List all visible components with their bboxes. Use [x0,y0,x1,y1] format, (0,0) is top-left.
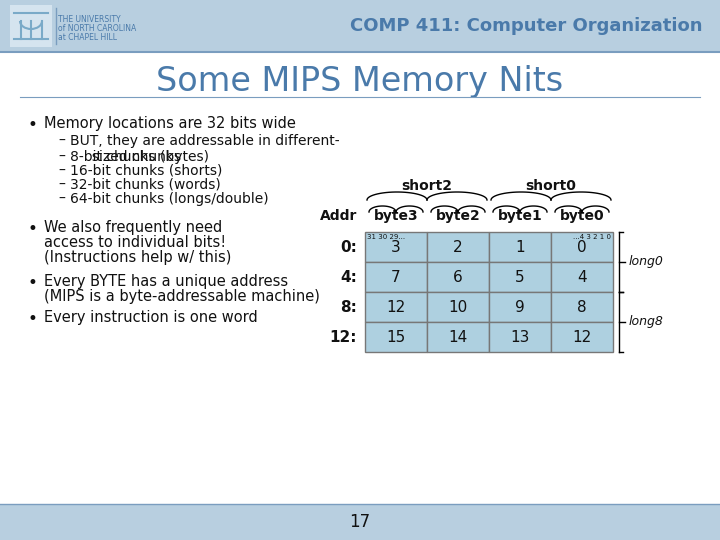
Text: of NORTH CAROLINA: of NORTH CAROLINA [58,24,136,33]
Text: 4:: 4: [340,269,357,285]
Bar [365,292,427,322]
Bar [365,262,427,292]
Text: We also frequently need: We also frequently need [44,220,222,235]
Text: byte0: byte0 [559,209,604,223]
Text: 64-bit chunks (longs/double): 64-bit chunks (longs/double) [70,192,269,206]
Text: •: • [28,220,38,238]
Text: (MIPS is a byte-addressable machine): (MIPS is a byte-addressable machine) [44,289,320,304]
Bar [427,262,489,292]
Text: long0: long0 [629,255,664,268]
Text: ...4 3 2 1 0: ...4 3 2 1 0 [573,234,611,240]
Bar [0,0,720,52]
Text: byte3: byte3 [374,209,418,223]
Text: 0: 0 [577,240,587,254]
Text: COMP 411: Computer Organization: COMP 411: Computer Organization [349,17,702,35]
Text: 5: 5 [516,269,525,285]
Text: 31 30 29...: 31 30 29... [367,234,405,240]
Text: short2: short2 [402,179,452,193]
Text: THE UNIVERSITY: THE UNIVERSITY [58,15,121,24]
Text: at CHAPEL HILL: at CHAPEL HILL [58,33,117,42]
Text: 2: 2 [453,240,463,254]
Text: BUT, they are addressable in different-
     sized chunks: BUT, they are addressable in different- … [70,134,340,164]
Bar [365,322,427,352]
Bar [551,292,613,322]
Text: 7: 7 [391,269,401,285]
Text: 6: 6 [453,269,463,285]
Text: 12: 12 [572,329,592,345]
Bar [551,322,613,352]
Text: 8: 8 [577,300,587,314]
Text: 17: 17 [349,513,371,531]
Text: Every instruction is one word: Every instruction is one word [44,310,258,325]
Text: •: • [28,116,38,134]
Text: 4: 4 [577,269,587,285]
Text: 0:: 0: [340,240,357,254]
Text: •: • [28,274,38,292]
Text: •: • [28,310,38,328]
Bar [551,262,613,292]
Text: (Instructions help w/ this): (Instructions help w/ this) [44,250,231,265]
Text: 1: 1 [516,240,525,254]
Text: byte1: byte1 [498,209,542,223]
Bar [489,292,551,322]
Text: –: – [58,164,65,178]
Text: 8:: 8: [340,300,357,314]
Bar [365,232,427,262]
Bar [0,504,720,540]
Bar [427,232,489,262]
Text: –: – [58,178,65,192]
Bar [489,232,551,262]
Text: Addr: Addr [320,209,357,223]
Text: long8: long8 [629,315,664,328]
Bar [489,262,551,292]
Text: Memory locations are 32 bits wide: Memory locations are 32 bits wide [44,116,296,131]
Text: Some MIPS Memory Nits: Some MIPS Memory Nits [156,65,564,98]
Bar [10,5,52,47]
Text: 13: 13 [510,329,530,345]
Text: –: – [58,150,65,164]
Text: 16-bit chunks (shorts): 16-bit chunks (shorts) [70,164,222,178]
Bar [427,322,489,352]
Text: 8-bit chunks (bytes): 8-bit chunks (bytes) [70,150,209,164]
Text: 12: 12 [387,300,405,314]
Bar [489,322,551,352]
Bar [427,292,489,322]
Text: 10: 10 [449,300,467,314]
Text: short0: short0 [526,179,577,193]
Text: 14: 14 [449,329,467,345]
Bar [551,232,613,262]
Text: 3: 3 [391,240,401,254]
Text: –: – [58,192,65,206]
Text: Every BYTE has a unique address: Every BYTE has a unique address [44,274,288,289]
Text: access to individual bits!: access to individual bits! [44,235,226,250]
Text: 9: 9 [515,300,525,314]
Text: 12:: 12: [330,329,357,345]
Text: –: – [58,134,65,148]
Text: 15: 15 [387,329,405,345]
Text: byte2: byte2 [436,209,480,223]
Text: 32-bit chunks (words): 32-bit chunks (words) [70,178,221,192]
